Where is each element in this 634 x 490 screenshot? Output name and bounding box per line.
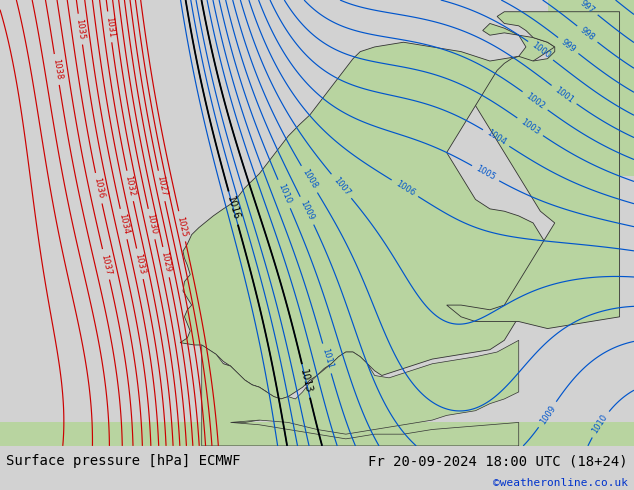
Polygon shape xyxy=(202,340,519,446)
Polygon shape xyxy=(213,364,271,422)
Text: Fr 20-09-2024 18:00 UTC (18+24): Fr 20-09-2024 18:00 UTC (18+24) xyxy=(368,454,628,468)
Text: 1000: 1000 xyxy=(529,41,552,60)
Text: 1029: 1029 xyxy=(160,251,172,273)
Text: 1010: 1010 xyxy=(591,413,609,436)
Text: 1025: 1025 xyxy=(176,215,189,238)
Text: 1027: 1027 xyxy=(155,175,168,197)
Text: 1037: 1037 xyxy=(100,253,113,276)
Text: 1009: 1009 xyxy=(538,403,557,426)
Text: 1010: 1010 xyxy=(276,183,292,205)
Polygon shape xyxy=(0,422,634,446)
Text: 1013: 1013 xyxy=(298,368,314,394)
Text: 998: 998 xyxy=(578,25,597,43)
Text: 1004: 1004 xyxy=(485,128,507,147)
Text: 997: 997 xyxy=(579,0,597,15)
Text: 999: 999 xyxy=(559,37,577,54)
Text: 1038: 1038 xyxy=(51,58,63,81)
Text: 1007: 1007 xyxy=(331,175,352,197)
Polygon shape xyxy=(548,0,634,176)
Polygon shape xyxy=(0,434,634,446)
Text: ©weatheronline.co.uk: ©weatheronline.co.uk xyxy=(493,478,628,488)
Text: 1030: 1030 xyxy=(145,213,158,235)
Text: 1031: 1031 xyxy=(104,16,115,38)
Text: 1008: 1008 xyxy=(300,168,319,191)
Text: 1034: 1034 xyxy=(117,213,131,235)
Text: 1002: 1002 xyxy=(524,91,547,111)
Text: 1001: 1001 xyxy=(553,85,575,104)
Text: Surface pressure [hPa] ECMWF: Surface pressure [hPa] ECMWF xyxy=(6,454,241,468)
Polygon shape xyxy=(180,24,555,399)
Polygon shape xyxy=(447,12,619,329)
Text: 1016: 1016 xyxy=(225,195,242,221)
Text: 1036: 1036 xyxy=(92,177,105,199)
Text: 1006: 1006 xyxy=(394,179,417,197)
Text: 1005: 1005 xyxy=(474,164,497,182)
Text: 1035: 1035 xyxy=(74,18,86,40)
Text: 1011: 1011 xyxy=(320,347,334,370)
Text: 1033: 1033 xyxy=(133,252,146,275)
Text: 1032: 1032 xyxy=(124,175,137,197)
Text: 1009: 1009 xyxy=(299,199,316,222)
Text: 1003: 1003 xyxy=(519,117,541,137)
